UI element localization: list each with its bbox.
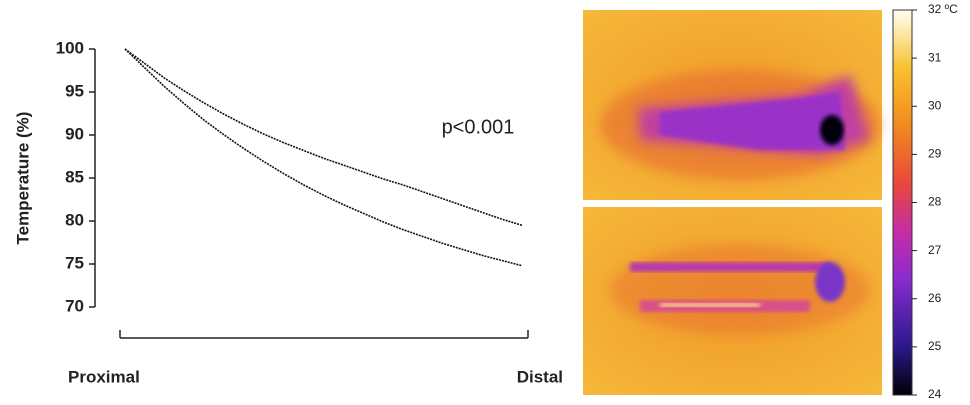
thermal-image-bottom [583, 207, 882, 395]
colorbar-tick-label: 25 [928, 339, 942, 353]
colorbar-tick-label: 27 [928, 243, 942, 257]
colorbar-tick-label: 32 ºC [928, 2, 958, 16]
line [125, 49, 522, 266]
y-tick-label: 70 [65, 296, 84, 315]
x-tick-label: Proximal [68, 367, 140, 386]
colorbar [893, 10, 912, 395]
figure: Temperature (%) p<0.001 70 75 80 85 90 95 100 P… [0, 0, 970, 405]
y-axis-label: Temperature (%) [13, 112, 32, 245]
colorbar-tick-label: 29 [928, 147, 942, 161]
x-tick-label: Distal [517, 367, 563, 386]
y-tick-label: 80 [65, 210, 84, 229]
y-tick-label: 75 [65, 253, 84, 272]
y-tick-label: 95 [65, 81, 84, 100]
colorbar-tick-label: 26 [928, 291, 942, 305]
y-tick-label: 85 [65, 167, 84, 186]
colorbar-tick-label: 24 [928, 387, 942, 401]
colorbar-tick-label: 31 [928, 50, 942, 64]
colorbar-tick-label: 30 [928, 98, 942, 112]
y-tick-label: 100 [56, 38, 84, 57]
annotation: p<0.001 [442, 116, 515, 138]
thermal-image-top [583, 10, 882, 200]
colorbar-tick-label: 28 [928, 195, 942, 209]
y-tick-label: 90 [65, 124, 84, 143]
